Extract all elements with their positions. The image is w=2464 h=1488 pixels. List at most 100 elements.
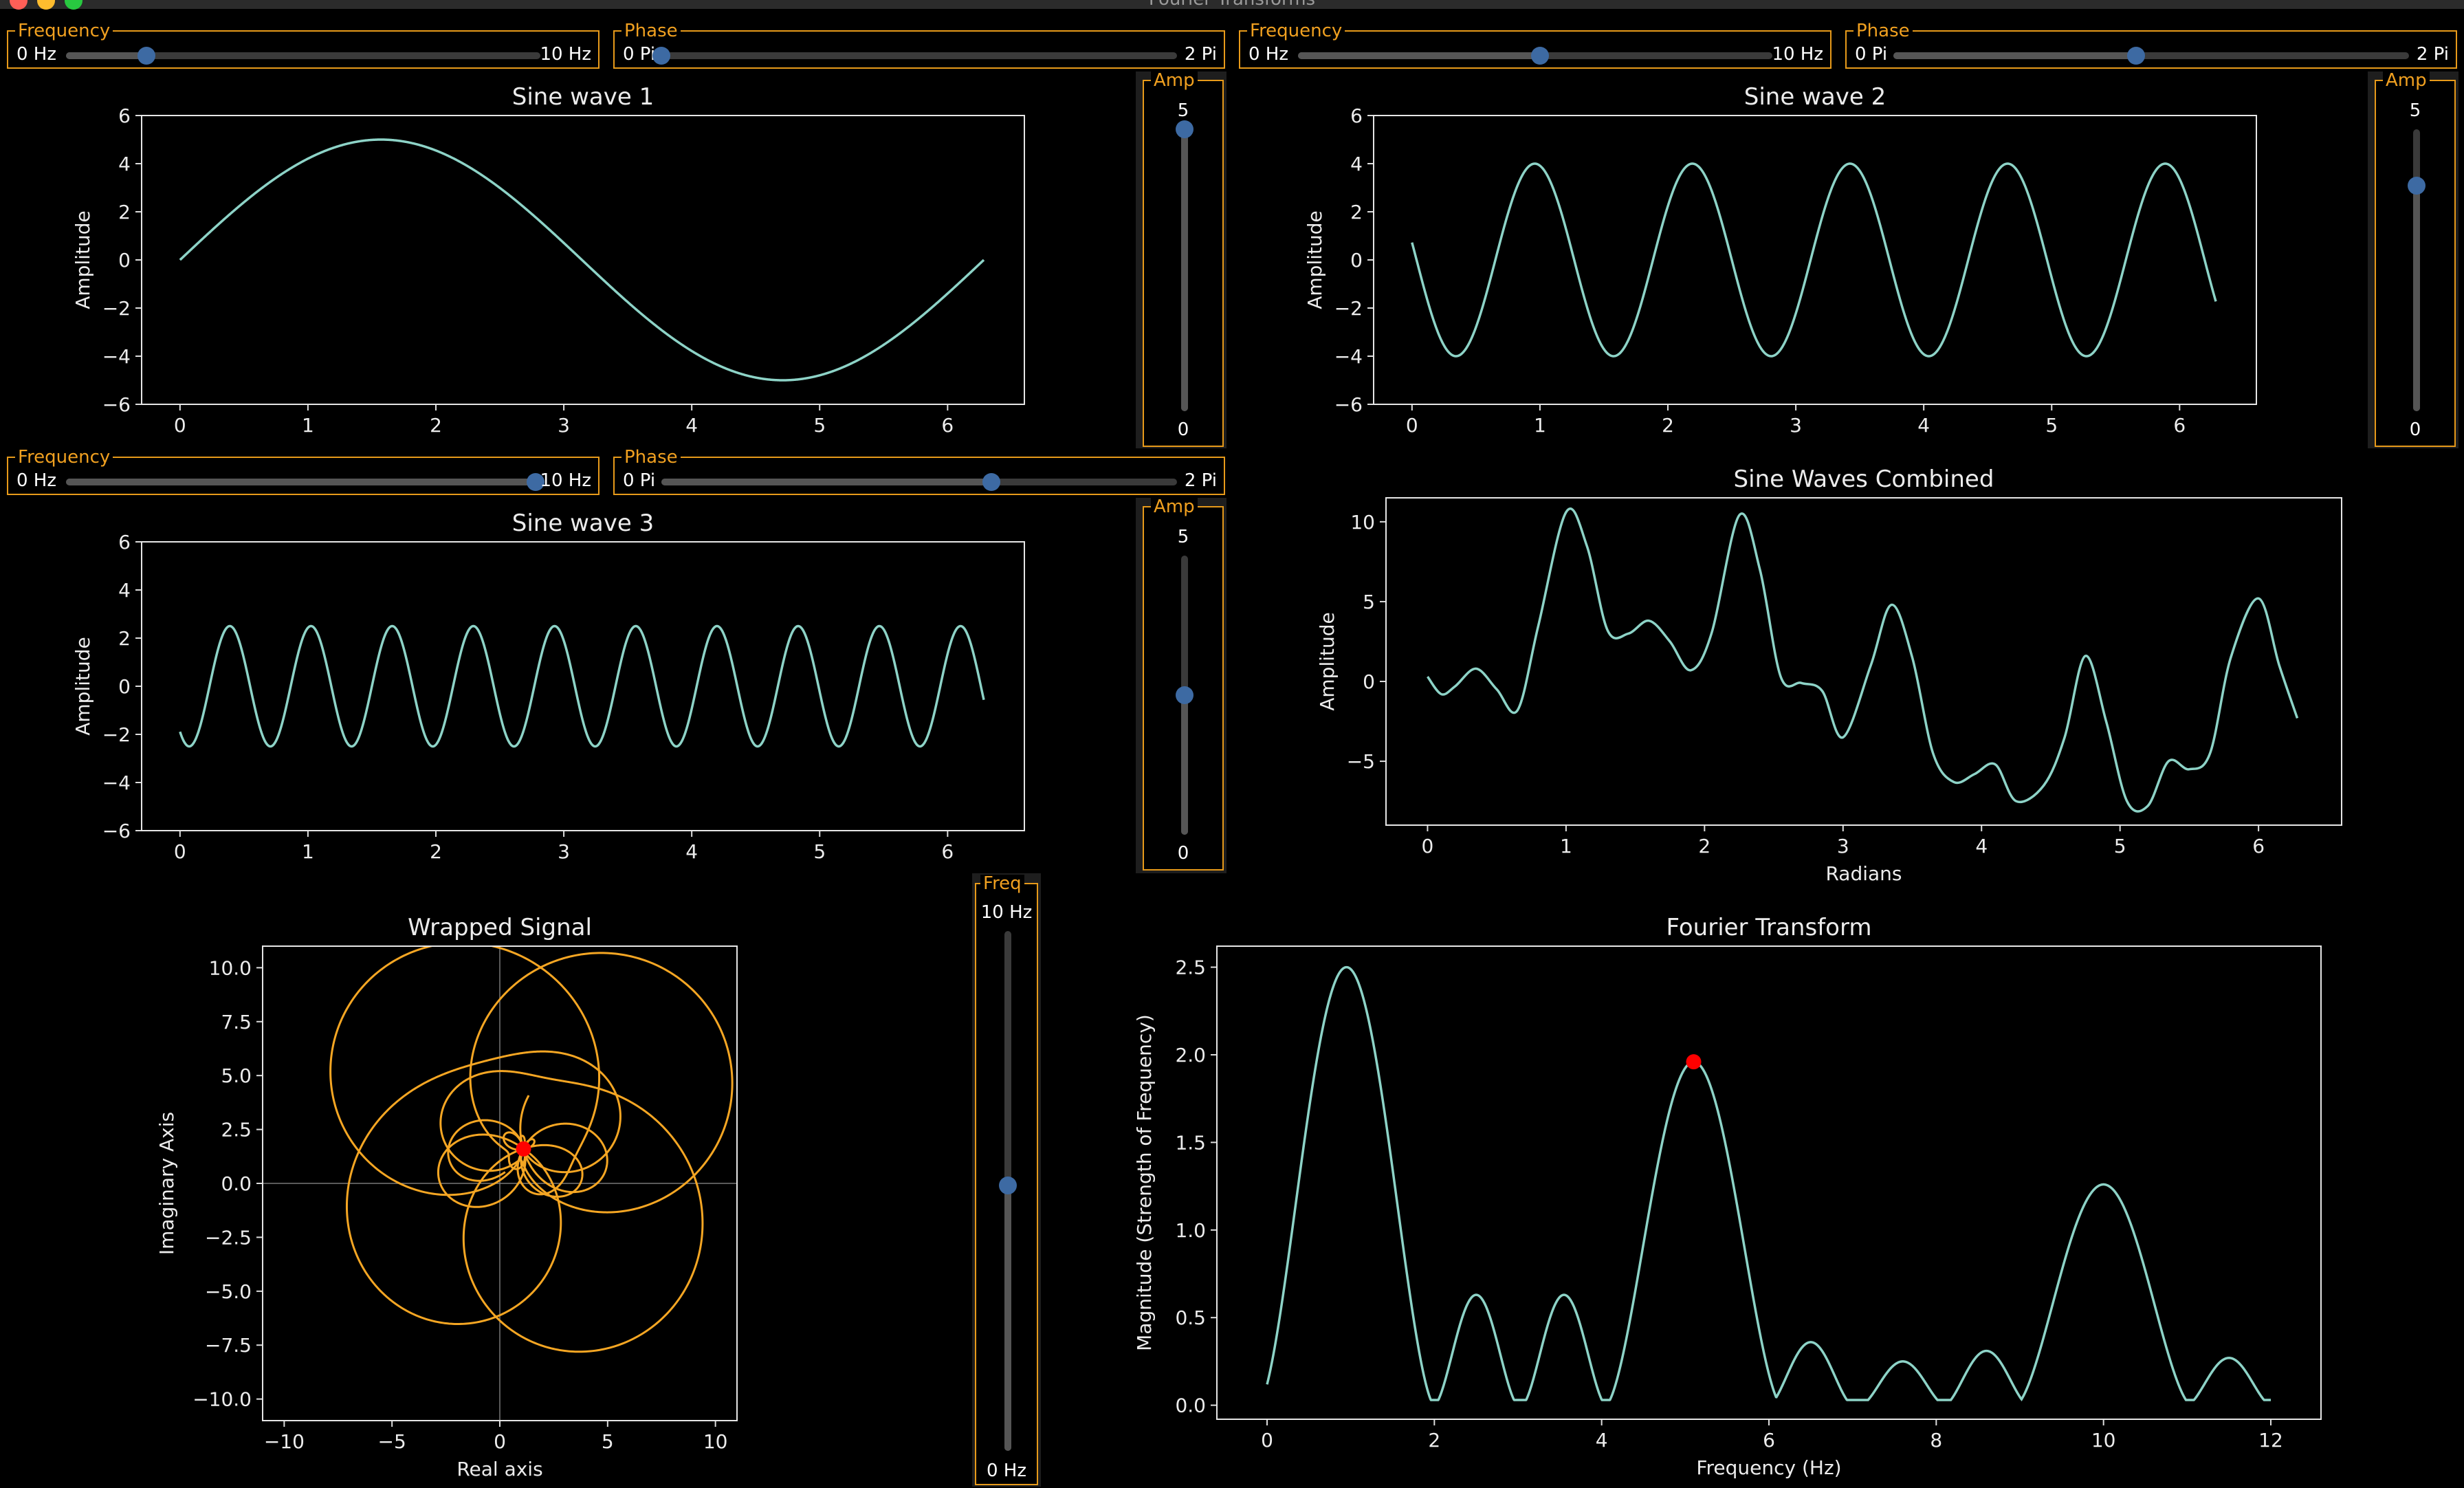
x-tick-label: 6 xyxy=(2173,414,2186,437)
x-tick-label: 6 xyxy=(941,414,954,437)
wave1-amp-track[interactable] xyxy=(1176,120,1194,411)
y-tick-label: 4 xyxy=(1350,153,1363,175)
x-tick-label: −10 xyxy=(264,1430,305,1453)
wave3-amp-track[interactable] xyxy=(1176,556,1194,835)
x-tick-label: 4 xyxy=(685,414,698,437)
wave1-amp-knob[interactable] xyxy=(1176,120,1194,138)
y-tick-label: 6 xyxy=(118,105,131,127)
wave2-phase-min-label: 0 Pi xyxy=(1855,44,1888,65)
wave3-amp-label: Amp xyxy=(1151,498,1198,516)
y-tick-label: 2 xyxy=(118,201,131,223)
wave1-amp-label: Amp xyxy=(1151,72,1198,89)
x-tick-label: 4 xyxy=(1975,835,1988,857)
close-window-button[interactable] xyxy=(10,0,28,10)
wave1-phase-slider-group: Phase 0 Pi 2 Pi xyxy=(613,22,1225,69)
wave1-frequency-slider-group: Frequency 0 Hz 10 Hz xyxy=(7,22,600,69)
y-tick-label: 5 xyxy=(1363,591,1375,613)
chart-title: Fourier Transform xyxy=(1666,914,1872,941)
wave3-amp-slider-group: Amp 5 0 xyxy=(1143,498,1224,871)
wave1-phase-knob[interactable] xyxy=(652,47,670,65)
wave3-phase-knob[interactable] xyxy=(982,473,1000,491)
maximize-window-button[interactable] xyxy=(65,0,82,10)
x-tick-label: 6 xyxy=(941,840,954,863)
x-tick-label: 0 xyxy=(1406,414,1418,437)
x-axis-label: Real axis xyxy=(456,1458,542,1480)
center-of-mass-marker xyxy=(516,1141,531,1157)
y-tick-label: −5.0 xyxy=(205,1280,252,1303)
y-tick-label: 0.5 xyxy=(1175,1306,1206,1329)
y-tick-label: 4 xyxy=(118,153,131,175)
x-tick-label: 2 xyxy=(1698,835,1710,857)
x-tick-label: 1 xyxy=(302,840,314,863)
wave2-frequency-fill xyxy=(1298,52,1540,59)
y-tick-label: −2.5 xyxy=(205,1226,252,1249)
chart-wrapped-signal: Wrapped Signal −10 −5 0 5 10 −10.0 −7.5 −5.0 −2.5… xyxy=(155,914,738,1480)
wave3-amp-min-label: 0 xyxy=(1177,843,1189,864)
wrap-freq-knob[interactable] xyxy=(999,1177,1017,1195)
x-tick-label: 5 xyxy=(2114,835,2126,857)
minimize-window-button[interactable] xyxy=(37,0,55,10)
wave1-frequency-track[interactable] xyxy=(66,47,540,65)
wave1-frequency-label: Frequency xyxy=(15,22,113,40)
y-tick-label: 5.0 xyxy=(221,1064,252,1087)
wave1-frequency-knob[interactable] xyxy=(138,47,156,65)
wrap-freq-max-label: 10 Hz xyxy=(980,902,1033,923)
wave1-frequency-max-label: 10 Hz xyxy=(540,44,591,65)
wave2-amp-knob[interactable] xyxy=(2408,177,2426,195)
axes-frame xyxy=(1216,945,2322,1420)
wave3-frequency-fill xyxy=(66,479,536,485)
wave2-frequency-knob[interactable] xyxy=(1530,47,1549,65)
x-tick-label: 0 xyxy=(174,414,186,437)
magnitude-series-line xyxy=(1266,965,2271,1401)
wave3-phase-track[interactable] xyxy=(661,473,1177,491)
y-tick-label: 2 xyxy=(118,627,131,650)
y-tick-label: 4 xyxy=(118,579,131,602)
wave2-phase-track[interactable] xyxy=(1893,47,2409,65)
y-tick-label: 2.0 xyxy=(1175,1044,1206,1066)
wrap-freq-track[interactable] xyxy=(999,931,1017,1451)
y-tick-label: −4 xyxy=(102,772,131,794)
y-tick-label: 0 xyxy=(118,249,131,272)
wave2-amp-label: Amp xyxy=(2383,72,2430,89)
y-axis-label: Magnitude (Strength of Frequency) xyxy=(1133,1014,1156,1351)
wrap-freq-min-label: 0 Hz xyxy=(986,1460,1026,1481)
wave2-amp-min-label: 0 xyxy=(2409,419,2421,440)
y-tick-label: −10.0 xyxy=(192,1388,252,1411)
wrapped-signal-curve xyxy=(329,946,734,1353)
x-tick-label: 2 xyxy=(1428,1429,1440,1452)
wave2-frequency-label: Frequency xyxy=(1247,22,1345,40)
wave2-phase-fill xyxy=(1893,52,2136,59)
window-title: Fourier Transforms xyxy=(0,0,2464,8)
chart-sine-waves-combined: Sine Waves Combined 0 1 2 3 4 5 6 −5 0 5 10 Radians A… xyxy=(1316,466,2342,885)
x-tick-label: 2 xyxy=(430,414,442,437)
y-tick-label: 2.5 xyxy=(221,1119,252,1141)
wave2-frequency-track[interactable] xyxy=(1298,47,1772,65)
wave1-amp-fill xyxy=(1181,129,1188,411)
x-tick-label: 3 xyxy=(1790,414,1802,437)
x-tick-label: 2 xyxy=(430,840,442,863)
wave3-frequency-track[interactable] xyxy=(66,473,545,491)
chart-title: Wrapped Signal xyxy=(408,914,592,941)
wave3-amp-knob[interactable] xyxy=(1176,686,1194,704)
y-tick-label: −6 xyxy=(1334,393,1363,416)
wave1-phase-track[interactable] xyxy=(652,47,1177,65)
x-tick-label: 0 xyxy=(174,840,186,863)
wave3-frequency-label: Frequency xyxy=(15,448,113,466)
y-tick-label: 6 xyxy=(1350,105,1363,127)
x-tick-label: 0 xyxy=(1422,835,1434,857)
chart-title: Sine wave 3 xyxy=(512,510,654,537)
sine-series-line xyxy=(179,138,985,382)
x-tick-label: 6 xyxy=(2252,835,2265,857)
y-axis-label: Amplitude xyxy=(72,637,94,736)
wave2-amp-track[interactable] xyxy=(2408,129,2426,411)
y-tick-label: 6 xyxy=(118,531,131,554)
wave3-phase-fill xyxy=(661,479,991,485)
x-tick-label: 3 xyxy=(1837,835,1849,857)
y-tick-label: −4 xyxy=(1334,345,1363,368)
wave2-phase-slider-group: Phase 0 Pi 2 Pi xyxy=(1845,22,2457,69)
wave2-phase-knob[interactable] xyxy=(2126,47,2145,65)
wave3-frequency-knob[interactable] xyxy=(527,473,545,491)
wave3-frequency-max-label: 10 Hz xyxy=(540,470,591,491)
sine-series-line xyxy=(179,624,985,748)
